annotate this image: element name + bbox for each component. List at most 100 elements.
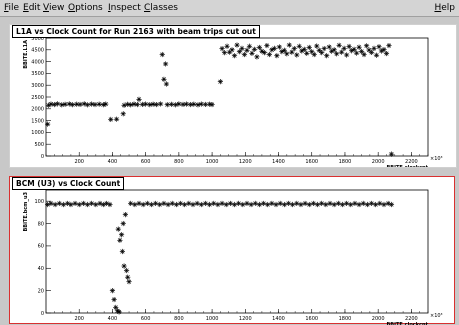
data-point bbox=[80, 200, 86, 207]
x-axis-label: BBITE.clockcnt bbox=[386, 165, 428, 167]
data-point bbox=[356, 201, 362, 208]
data-point bbox=[107, 201, 113, 208]
data-point bbox=[108, 116, 114, 123]
data-point bbox=[294, 52, 300, 58]
data-point bbox=[198, 101, 204, 107]
data-point bbox=[368, 200, 375, 207]
data-point bbox=[206, 201, 213, 208]
data-point bbox=[111, 296, 117, 303]
data-point bbox=[256, 201, 263, 208]
data-point bbox=[62, 101, 68, 107]
y-axis-label: BBITE.bcm_u3 bbox=[23, 191, 29, 231]
data-point bbox=[383, 50, 390, 57]
data-point bbox=[48, 101, 54, 107]
chart-title: L1A vs Clock Count for Run 2163 with bea… bbox=[12, 25, 260, 38]
data-point bbox=[162, 61, 169, 67]
data-point bbox=[239, 45, 245, 51]
data-point bbox=[244, 200, 250, 207]
data-point bbox=[341, 45, 347, 51]
data-point bbox=[285, 200, 292, 207]
data-point bbox=[77, 101, 83, 108]
y-tick-label: 0 bbox=[41, 154, 44, 160]
data-point bbox=[89, 200, 95, 207]
canvas-pad-bcm[interactable]: 200 400 600 800 1000 1200 1400 1600 1800 2000 2200… bbox=[9, 176, 455, 325]
data-point bbox=[388, 201, 395, 208]
y-tick-label: 60 bbox=[38, 244, 44, 250]
x-tick-label: 800 bbox=[174, 159, 184, 165]
data-point bbox=[368, 49, 375, 55]
data-point bbox=[81, 101, 87, 107]
data-point bbox=[89, 101, 95, 107]
data-point bbox=[306, 201, 312, 208]
data-point bbox=[281, 47, 287, 53]
data-point bbox=[284, 51, 290, 57]
data-point bbox=[84, 102, 91, 108]
data-point bbox=[55, 101, 61, 107]
data-point bbox=[363, 43, 370, 49]
data-point bbox=[314, 43, 320, 49]
menu-inspect[interactable]: Inspect bbox=[108, 3, 141, 13]
data-point bbox=[187, 101, 194, 108]
data-point bbox=[219, 46, 225, 52]
y-tick-label: 40 bbox=[38, 266, 44, 272]
data-point bbox=[153, 101, 160, 108]
data-point bbox=[336, 42, 342, 48]
data-point bbox=[281, 201, 287, 208]
data-point bbox=[120, 111, 126, 117]
data-point bbox=[373, 52, 380, 58]
y-tick-label: 2500 bbox=[31, 95, 44, 101]
data-point bbox=[331, 47, 337, 53]
data-point bbox=[92, 101, 98, 108]
menu-file[interactable]: File bbox=[4, 3, 20, 13]
data-point bbox=[115, 226, 121, 232]
x-tick-label: 1400 bbox=[272, 159, 285, 165]
canvas-pad-l1a[interactable]: 200 400 600 800 1000 1200 1400 1600 1800 2000 2200… bbox=[9, 24, 457, 168]
menu-options[interactable]: Options bbox=[68, 3, 103, 13]
data-point bbox=[113, 116, 120, 122]
y-tick-label: 100 bbox=[34, 199, 44, 205]
data-point bbox=[254, 54, 260, 60]
data-point bbox=[310, 200, 316, 207]
y-tick-label: 3500 bbox=[31, 71, 44, 77]
data-point bbox=[161, 200, 167, 207]
data-point bbox=[209, 101, 215, 108]
data-point bbox=[386, 42, 392, 49]
menu-view[interactable]: View bbox=[43, 3, 65, 13]
data-point bbox=[306, 44, 312, 51]
data-point bbox=[339, 201, 346, 208]
data-point bbox=[265, 201, 271, 208]
data-point bbox=[339, 49, 345, 55]
data-point bbox=[286, 42, 292, 48]
data-point bbox=[346, 43, 352, 50]
menu-edit[interactable]: Edit bbox=[23, 3, 41, 13]
menu-bar: File Edit View Options Inspect Classes H… bbox=[0, 0, 459, 17]
data-point bbox=[256, 44, 263, 51]
data-point bbox=[388, 151, 395, 157]
y-tick-label: 1500 bbox=[31, 118, 44, 124]
data-point bbox=[302, 200, 308, 207]
data-point bbox=[60, 201, 67, 208]
data-point bbox=[227, 200, 233, 207]
data-point bbox=[157, 201, 163, 208]
data-point bbox=[236, 200, 242, 207]
data-point bbox=[260, 200, 267, 207]
data-point bbox=[301, 46, 307, 52]
menu-classes[interactable]: Classes bbox=[144, 3, 178, 13]
y-tick-label: 1000 bbox=[31, 130, 44, 136]
menu-help[interactable]: Help bbox=[434, 3, 455, 13]
data-point bbox=[153, 200, 159, 207]
data-point bbox=[360, 200, 366, 207]
data-point bbox=[190, 201, 196, 208]
data-point bbox=[93, 201, 99, 208]
data-point bbox=[376, 44, 382, 50]
data-point bbox=[331, 201, 337, 208]
data-point bbox=[109, 288, 116, 294]
data-point bbox=[266, 51, 272, 58]
x-tick-label: 1600 bbox=[305, 316, 318, 322]
data-point bbox=[361, 51, 367, 58]
data-point bbox=[371, 45, 377, 51]
data-point bbox=[246, 43, 253, 49]
data-point bbox=[231, 201, 238, 208]
x-multiplier: ×10³ bbox=[430, 313, 443, 319]
data-point bbox=[356, 44, 362, 50]
